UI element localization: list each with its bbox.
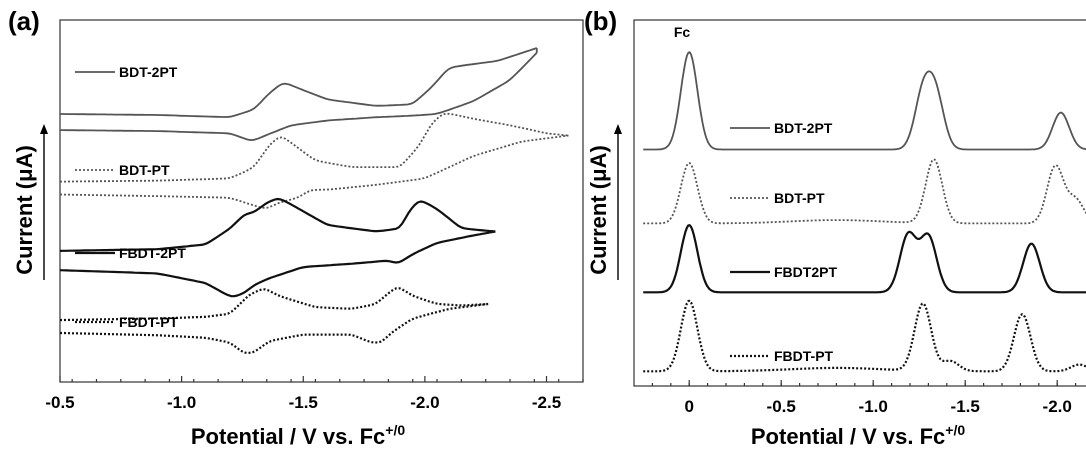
panel-b-legend-label-bdt-2pt: BDT-2PT xyxy=(774,120,833,136)
panel-a-legend-label-fbdt-2pt: FBDT-2PT xyxy=(119,245,186,261)
panel-b-curves xyxy=(643,51,1086,373)
panel-b-label: (b) xyxy=(584,6,617,36)
panel-a-series-fbdt-pt xyxy=(59,287,489,354)
panel-b-legend-label-fbdt2pt: FBDT2PT xyxy=(774,264,837,280)
panel-a-y-arrow-head xyxy=(40,124,48,134)
panel-a-x-tick-label: -2.0 xyxy=(410,393,439,412)
panel-b-x-tick-label: -1.5 xyxy=(951,397,980,416)
panel-a-x-tick-label: -1.0 xyxy=(167,393,196,412)
panel-a-legend-label-fbdt-pt: FBDT-PT xyxy=(119,314,179,330)
panel-b-y-arrow-head xyxy=(614,124,622,134)
panel-a-legend-label-bdt-2pt: BDT-2PT xyxy=(119,64,178,80)
panel-b-x-tick-label: 0 xyxy=(684,397,693,416)
panel-a-series-bdt-2pt xyxy=(60,47,538,141)
panel-a-series-bdt-pt xyxy=(59,112,569,209)
panel-b-series-fbdt-pt xyxy=(643,299,1086,373)
panel-b-legend-label-bdt-pt: BDT-PT xyxy=(774,190,825,206)
panel-b: (b) 0 -0.5 -1.0 -1.5 -2.0 BDT-2PT BDT-PT FBDT2… xyxy=(584,6,1086,449)
panel-b-legend: BDT-2PT BDT-PT FBDT2PT FBDT-PT xyxy=(730,120,837,364)
panel-b-y-axis-title: Current (μA) xyxy=(586,145,611,275)
panel-a-frame xyxy=(59,19,584,383)
panel-b-x-tick-label: -2.0 xyxy=(1043,397,1072,416)
panel-a-legend-label-bdt-pt: BDT-PT xyxy=(119,162,170,178)
panel-a-label: (a) xyxy=(8,6,40,36)
panel-a-x-tick-label: -2.5 xyxy=(532,393,561,412)
panel-a-x-tick-label: -0.5 xyxy=(45,393,74,412)
panel-a-y-axis-title: Current (μA) xyxy=(12,145,37,275)
panel-a-curves xyxy=(59,47,569,354)
panel-b-series-bdt-2pt xyxy=(643,51,1086,151)
panel-a-legend: BDT-2PT BDT-PT FBDT-2PT FBDT-PT xyxy=(75,64,186,330)
panel-b-x-axis-title: Potential / V vs. Fc+/0 xyxy=(751,422,965,449)
panel-a-x-ticks: -0.5 -1.0 -1.5 -2.0 -2.5 xyxy=(45,376,584,412)
panel-a-x-axis-title: Potential / V vs. Fc+/0 xyxy=(191,422,405,449)
fc-peak-annotation: Fc xyxy=(674,24,691,40)
panel-b-x-tick-label: -0.5 xyxy=(767,397,796,416)
panel-b-frame xyxy=(633,19,1086,387)
panel-a-x-tick-label: -1.5 xyxy=(289,393,318,412)
panel-a: (a) -0.5 -1.0 -1.5 -2.0 -2.5 BDT-2PT BDT-PT FB… xyxy=(8,6,584,449)
panel-b-x-tick-label: -1.0 xyxy=(859,397,888,416)
panel-b-series-fbdt2pt xyxy=(643,224,1086,294)
panel-b-x-ticks: 0 -0.5 -1.0 -1.5 -2.0 xyxy=(651,380,1077,416)
panel-a-series-fbdt-2pt xyxy=(59,197,496,298)
panel-b-legend-label-fbdt-pt: FBDT-PT xyxy=(774,348,834,364)
panel-b-series-bdt-pt xyxy=(643,158,1086,225)
